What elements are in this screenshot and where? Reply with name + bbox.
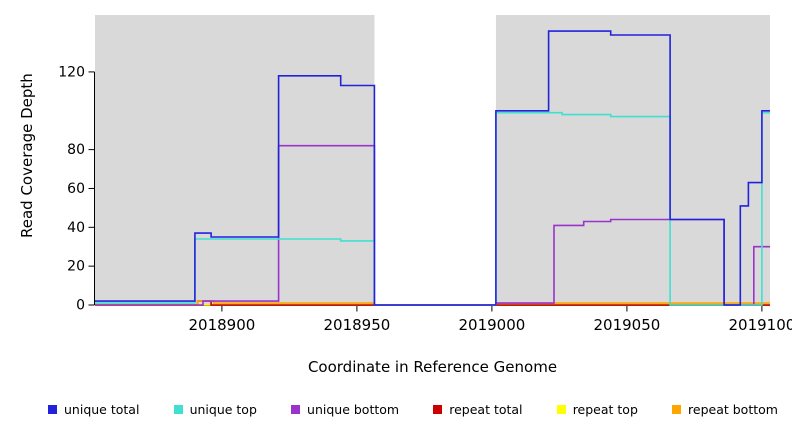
legend-label: unique total <box>64 401 140 417</box>
legend-swatch-unique-bottom <box>291 404 301 414</box>
x-tick-label: 2018950 <box>323 316 390 334</box>
y-tick-label: 0 <box>76 298 85 314</box>
legend-item-unique-top: unique top <box>173 401 257 417</box>
legend-label: unique bottom <box>307 401 400 417</box>
x-axis-title: Coordinate in Reference Genome <box>307 358 558 376</box>
series-line-unique-total <box>95 30 770 306</box>
y-tick-label: 40 <box>67 220 85 236</box>
legend-swatch-unique-total <box>48 404 57 414</box>
y-tick-label: 80 <box>67 142 85 158</box>
legend-item-unique-bottom: unique bottom <box>291 402 399 417</box>
y-axis-title: Read Coverage Depth <box>18 73 36 238</box>
legend-swatch-unique-top <box>173 404 183 414</box>
y-tick-label: 60 <box>67 181 85 197</box>
legend-item-repeat-bottom: repeat bottom <box>672 402 778 417</box>
legend-item-repeat-top: repeat top <box>556 401 638 417</box>
gray-block-right <box>495 15 770 305</box>
legend: unique total unique top unique bottom repea… <box>0 397 792 421</box>
legend-item-unique-total: unique total <box>48 402 139 417</box>
legend-swatch-repeat-top <box>556 404 566 414</box>
x-tick-label: 2019100 <box>728 316 792 334</box>
legend-label: unique top <box>189 401 257 417</box>
x-tick-label: 2018900 <box>188 316 255 334</box>
y-tick-label: 120 <box>58 64 85 80</box>
legend-label: repeat bottom <box>688 401 778 417</box>
series-line-unique-top <box>95 111 770 306</box>
legend-label: repeat top <box>572 401 638 417</box>
gray-block-left <box>95 15 375 305</box>
legend-swatch-repeat-total <box>433 404 443 414</box>
legend-item-repeat-total: repeat total <box>433 401 523 417</box>
y-tick-label: 20 <box>67 259 85 275</box>
legend-swatch-repeat-bottom <box>672 404 682 414</box>
x-tick-label: 2019050 <box>593 316 660 334</box>
legend-label: repeat total <box>449 401 523 417</box>
x-tick-label: 2019000 <box>458 316 525 334</box>
